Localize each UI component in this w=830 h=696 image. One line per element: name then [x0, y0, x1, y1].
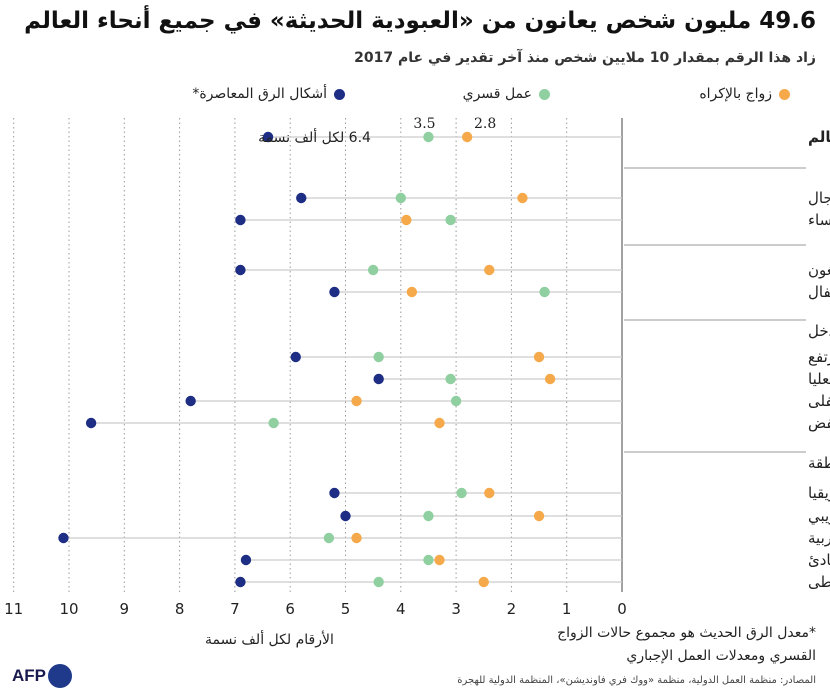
- point-forced-marriage: [351, 532, 362, 544]
- row-label: شريحة الدخل المتوسط السفلى: [808, 392, 830, 410]
- row-label: أوروبا وآسيا الوسطى: [808, 572, 830, 591]
- legend-dot-forced-marriage: [779, 88, 790, 100]
- x-tick-label: 10: [59, 600, 78, 618]
- point-forced-labour: [445, 373, 456, 385]
- point-forced-marriage: [517, 192, 528, 204]
- point-modern-slavery: [235, 214, 246, 226]
- point-modern-slavery: [262, 131, 274, 143]
- annotation-forced-labour: 3.5: [413, 116, 435, 132]
- point-modern-slavery: [290, 351, 301, 363]
- legend-dot-modern-slavery: [334, 88, 345, 100]
- afp-logo-text: AFP: [12, 666, 46, 685]
- row-label: بالغون: [808, 261, 830, 279]
- row-label: نساء: [808, 211, 830, 229]
- point-forced-labour: [450, 395, 462, 407]
- legend-item-forced-labour: عمل قسري: [463, 86, 550, 102]
- point-modern-slavery: [373, 373, 384, 385]
- source-note: المصادر: منظمة العمل الدولية، منظمة «ووك…: [457, 675, 816, 686]
- point-forced-labour: [367, 264, 379, 276]
- point-forced-labour: [423, 131, 434, 143]
- legend-label-forced-marriage: زواج بالإكراه: [699, 86, 772, 102]
- point-forced-labour: [373, 351, 384, 363]
- legend-label-forced-labour: عمل قسري: [462, 86, 532, 102]
- point-forced-labour: [539, 286, 550, 298]
- point-forced-labour: [373, 576, 384, 588]
- row-label: رجال: [808, 189, 830, 207]
- chart-subtitle: زاد هذا الرقم بمقدار 10 ملايين شخص منذ آ…: [354, 50, 816, 66]
- footnote: *معدل الرق الحديث هو مجموع حالات الزواج …: [557, 625, 816, 664]
- row-label: مرتفع: [808, 348, 830, 366]
- point-forced-labour: [323, 532, 335, 544]
- point-forced-labour: [423, 510, 434, 522]
- x-tick-label: 7: [230, 600, 240, 618]
- point-forced-labour: [395, 192, 406, 204]
- row-label: شريحة الدخل المتوسط العليا: [808, 370, 830, 388]
- row-label: العالم: [808, 128, 830, 146]
- row-label: آسيا والمحيط الهادئ: [808, 551, 830, 569]
- legend-dot-forced-labour: [539, 88, 550, 100]
- point-forced-marriage: [478, 576, 489, 588]
- point-modern-slavery: [58, 532, 69, 544]
- point-forced-marriage: [461, 131, 473, 143]
- group-header: بلدان ذات دخل: [808, 322, 830, 340]
- annotation-forced-marriage: 2.8: [474, 116, 496, 132]
- row-label: أطفال: [808, 282, 830, 301]
- x-tick-label: 4: [396, 600, 406, 618]
- point-forced-marriage: [484, 487, 495, 499]
- point-modern-slavery: [85, 417, 97, 429]
- x-tick-label: 0: [617, 600, 627, 618]
- point-modern-slavery: [329, 286, 340, 298]
- chart-title: 49.6 مليون شخص يعانون من «العبودية الحدي…: [24, 8, 816, 34]
- x-tick-label: 9: [120, 600, 130, 618]
- x-tick-label: 6: [285, 600, 295, 618]
- point-forced-marriage: [401, 214, 412, 226]
- point-forced-labour: [445, 214, 456, 226]
- x-tick-label: 3: [451, 600, 461, 618]
- point-modern-slavery: [240, 554, 252, 566]
- legend-label-modern-slavery: أشكال الرق المعاصرة*: [192, 86, 327, 102]
- point-modern-slavery: [340, 510, 351, 522]
- x-tick-label: 2: [507, 600, 517, 618]
- point-forced-marriage: [484, 264, 495, 276]
- point-forced-marriage: [544, 373, 556, 385]
- point-forced-labour: [456, 487, 467, 499]
- point-forced-marriage: [406, 286, 418, 298]
- legend-item-forced-marriage: زواج بالإكراه: [699, 86, 790, 102]
- x-tick-label: 11: [4, 600, 23, 618]
- row-label: أميركا والكاريبي: [808, 506, 830, 526]
- point-forced-marriage: [533, 351, 545, 363]
- afp-logo: AFP: [12, 664, 72, 688]
- point-forced-labour: [268, 417, 279, 429]
- point-forced-labour: [423, 554, 434, 566]
- legend-item-modern-slavery: أشكال الرق المعاصرة*: [192, 86, 345, 102]
- point-modern-slavery: [235, 264, 246, 276]
- row-label: الدول العربية: [808, 529, 830, 547]
- annotation-modern-slavery: 6.4 لكل ألف نسمة: [258, 128, 371, 146]
- point-modern-slavery: [329, 487, 340, 499]
- point-modern-slavery: [296, 192, 307, 204]
- x-tick-label: 1: [562, 600, 572, 618]
- point-forced-marriage: [351, 395, 362, 407]
- x-axis-label: الأرقام لكل ألف نسمة: [205, 632, 334, 648]
- point-forced-marriage: [533, 510, 545, 522]
- x-tick-label: 5: [341, 600, 351, 618]
- point-forced-marriage: [434, 417, 445, 429]
- row-label: إفريقيا: [808, 484, 830, 502]
- point-modern-slavery: [235, 576, 246, 588]
- row-label: منخفض: [808, 414, 830, 432]
- point-forced-marriage: [434, 554, 445, 566]
- point-modern-slavery: [185, 395, 196, 407]
- x-tick-label: 8: [175, 600, 185, 618]
- group-header: المنطقة: [808, 454, 830, 472]
- afp-logo-circle: [48, 664, 72, 688]
